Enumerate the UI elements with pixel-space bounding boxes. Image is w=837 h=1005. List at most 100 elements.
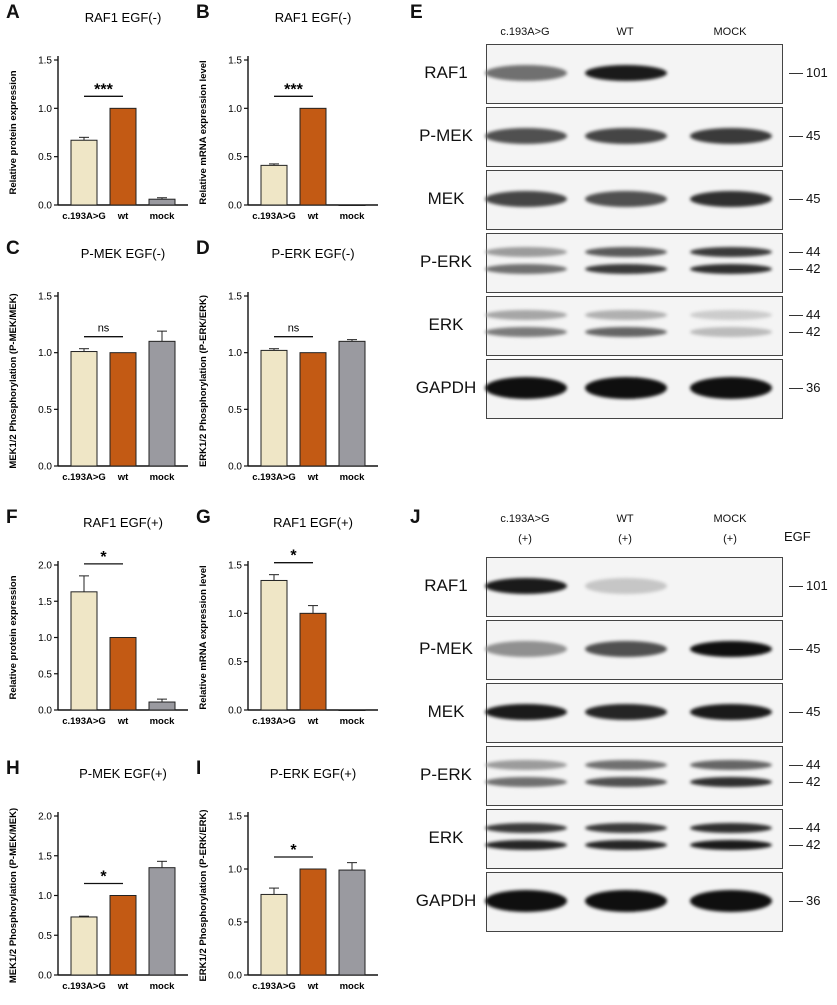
x-tick-label: mock — [150, 472, 176, 483]
blot-band — [485, 578, 567, 594]
x-tick-label: wt — [307, 472, 319, 483]
blot-lane-header: WT (+) — [616, 513, 634, 545]
marker-label: 101 — [806, 578, 828, 593]
blot-band — [585, 890, 667, 912]
marker-tick — [789, 315, 803, 316]
chart-title: RAF1 EGF(-) — [275, 10, 352, 25]
y-tick-label: 2.0 — [38, 812, 52, 823]
marker-tick — [789, 586, 803, 587]
blot-row-p-erk — [486, 746, 783, 806]
bar-mutant — [260, 579, 288, 711]
blot-band — [485, 128, 567, 144]
blot-protein-label: ERK — [428, 828, 464, 847]
marker-tick — [789, 73, 803, 74]
blot-band — [690, 128, 772, 144]
panel-letter-i: I — [196, 758, 202, 779]
blot-band — [690, 890, 772, 912]
bar-wt — [109, 895, 137, 976]
blot-row-erk — [486, 809, 783, 869]
significance-label: * — [100, 869, 107, 886]
x-tick-label: c.193A>G — [252, 981, 296, 992]
blot-band — [485, 65, 567, 81]
blot-row-erk — [486, 296, 783, 356]
marker-label: 45 — [806, 191, 821, 206]
x-tick-label: wt — [117, 981, 129, 992]
x-tick-label: mock — [340, 716, 366, 727]
marker-label: 42 — [806, 837, 821, 852]
blot-band — [690, 191, 772, 207]
blot-lane-header: c.193A>G (+) — [500, 513, 550, 545]
marker-label: 42 — [806, 774, 821, 789]
y-tick-label: 0.0 — [228, 971, 242, 982]
x-tick-label: wt — [307, 716, 319, 727]
y-axis-label: Relative protein expression — [8, 70, 19, 194]
significance-label: ns — [98, 323, 110, 335]
blot-band — [485, 890, 567, 912]
x-tick-label: c.193A>G — [62, 472, 106, 483]
x-tick-label: mock — [340, 211, 366, 222]
significance-label: *** — [94, 81, 113, 98]
y-tick-label: 1.5 — [38, 851, 52, 862]
bar-mutant — [70, 139, 98, 206]
y-tick-label: 0.0 — [38, 971, 52, 982]
marker-tick — [789, 901, 803, 902]
bar-mutant — [260, 349, 288, 467]
bar-chart-g: RAF1 EGF(+) Relative mRNA expression leve… — [198, 515, 378, 727]
marker-label: 44 — [806, 244, 821, 259]
western-blot-j: c.193A>G (+) WT (+) MOCK (+) EGF RAF1 101 P-ME… — [410, 505, 837, 1005]
panel-letter-e: E — [410, 2, 423, 23]
blot-protein-label: P-MEK — [419, 126, 473, 145]
x-tick-label: c.193A>G — [62, 211, 106, 222]
y-tick-label: 0.0 — [38, 462, 52, 473]
y-tick-label: 0.5 — [228, 152, 242, 163]
blot-band — [585, 777, 667, 787]
blot-band — [485, 777, 567, 787]
x-tick-label: c.193A>G — [62, 716, 106, 727]
marker-label: 44 — [806, 757, 821, 772]
blot-protein-label: MEK — [427, 702, 465, 721]
x-tick-label: wt — [307, 981, 319, 992]
y-axis-label: Relative mRNA expression level — [198, 60, 209, 204]
blot-protein-label: P-MEK — [419, 639, 473, 658]
blot-band — [690, 704, 772, 720]
blot-band — [585, 641, 667, 657]
marker-tick — [789, 136, 803, 137]
blot-lane-header: MOCK — [713, 26, 747, 38]
bar-chart-a: RAF1 EGF(-) Relative protein expression 0.… — [8, 10, 188, 222]
x-tick-label: c.193A>G — [252, 211, 296, 222]
marker-tick — [789, 269, 803, 270]
y-tick-label: 1.5 — [38, 56, 52, 67]
blot-band — [485, 191, 567, 207]
bar-chart-i: P-ERK EGF(+) ERK1/2 Phosphorylation (P-ER… — [198, 766, 378, 992]
marker-tick — [789, 828, 803, 829]
bar-chart-c: P-MEK EGF(-) MEK1/2 Phosphorylation (P-ME… — [8, 246, 188, 483]
blot-band — [485, 823, 567, 833]
panel-letter-f: F — [6, 507, 18, 528]
bar-chart-d: P-ERK EGF(-) ERK1/2 Phosphorylation (P-ER… — [198, 246, 378, 483]
blot-band — [585, 840, 667, 850]
bar-mutant — [70, 351, 98, 467]
bar-wt — [299, 612, 327, 711]
bar-wt — [299, 868, 327, 976]
blot-protein-label: RAF1 — [424, 576, 468, 595]
y-tick-label: 1.5 — [38, 597, 52, 608]
blot-band — [585, 578, 667, 594]
blot-band — [485, 327, 567, 337]
blot-band — [585, 264, 667, 274]
marker-label: 45 — [806, 704, 821, 719]
blot-band — [585, 191, 667, 207]
marker-tick — [789, 712, 803, 713]
x-tick-label: c.193A>G — [252, 472, 296, 483]
x-tick-label: mock — [150, 211, 176, 222]
chart-title: RAF1 EGF(+) — [83, 515, 163, 530]
x-tick-label: mock — [150, 981, 176, 992]
blot-band — [585, 128, 667, 144]
egf-label: EGF — [784, 529, 811, 544]
western-blot-e: c.193A>G WT MOCK RAF1 101 P-MEK 45 MEK 45 P-ERK 44… — [410, 0, 837, 500]
blot-band — [485, 704, 567, 720]
y-tick-label: 1.0 — [38, 633, 52, 644]
bar-wt — [109, 352, 137, 467]
blot-band — [485, 247, 567, 257]
bar-mock — [148, 198, 176, 206]
bar-wt — [109, 107, 137, 206]
